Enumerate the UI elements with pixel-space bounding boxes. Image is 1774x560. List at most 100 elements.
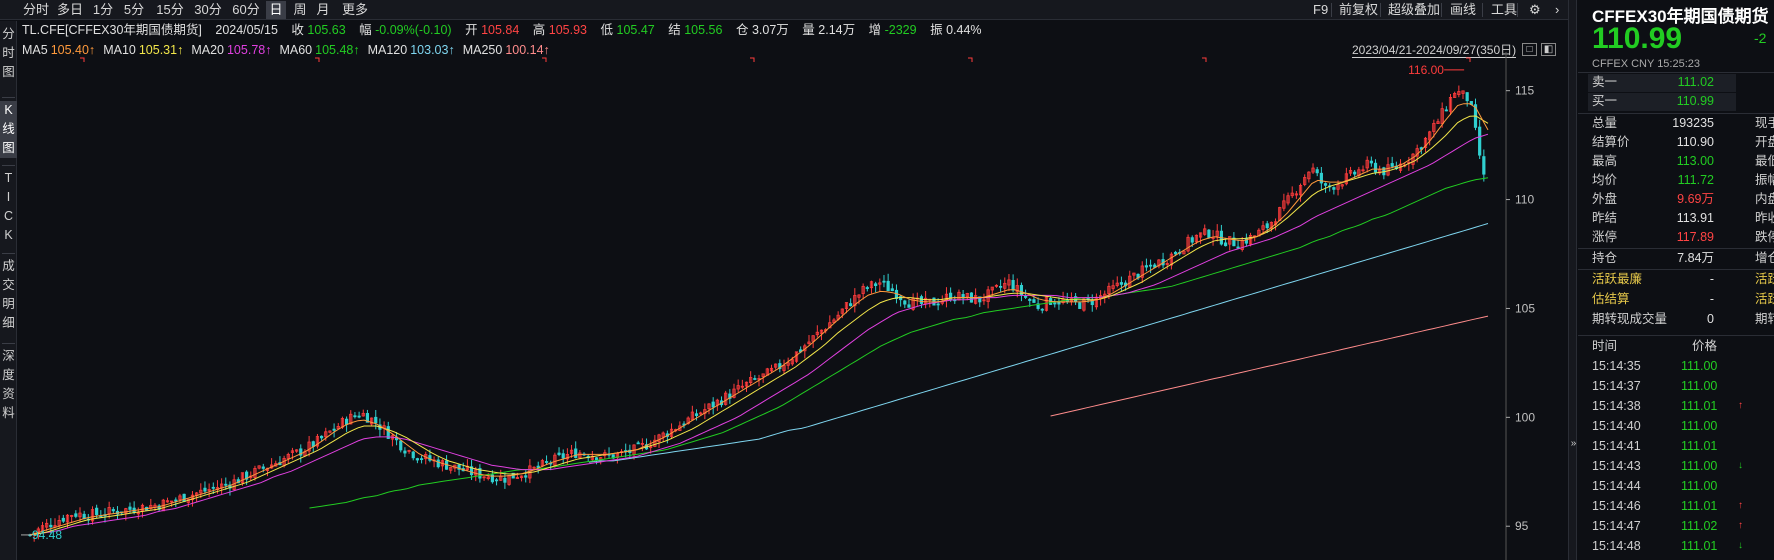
y-tick-label: 100 — [1515, 410, 1535, 424]
contract-title: CFFEX30年期国债期货 — [1592, 7, 1769, 26]
period-tab-6[interactable]: 60分 — [232, 2, 260, 17]
tick-row: 15:14:47 111.02 ↑ — [1578, 516, 1774, 536]
extra-label: 活跃最廉 — [1592, 272, 1643, 286]
stat-row: 结算价 110.90 开盘 — [1578, 133, 1774, 152]
candle-body — [178, 495, 182, 500]
candle-body — [907, 304, 911, 308]
kline-chart[interactable]: 115 110 105 100 95 116.00 94.48 — [18, 52, 1568, 560]
candle-body — [199, 489, 203, 494]
ma-value: 105.48↑ — [315, 43, 360, 57]
candle-body — [840, 308, 844, 314]
candle-body — [1194, 234, 1198, 242]
extra-row: 期转现成交量 0 期转 — [1578, 310, 1774, 329]
candle-body — [1390, 163, 1394, 167]
stat-label: 涨停 — [1592, 230, 1618, 244]
toolbar-item-2[interactable]: 超级叠加 — [1388, 2, 1441, 17]
tick-row: 15:14:38 111.01 ↑ — [1578, 396, 1774, 416]
panel-collapse-strip[interactable]: » — [1568, 0, 1577, 560]
ma-name: MA120 — [367, 43, 408, 57]
candle-body — [1053, 302, 1057, 305]
hold-label: 持仓 — [1592, 251, 1618, 265]
candle-body — [107, 507, 111, 515]
candle-body — [849, 303, 853, 307]
period-tab-3[interactable]: 5分 — [123, 2, 145, 17]
candle-body — [786, 362, 790, 366]
period-tab-1[interactable]: 多日 — [56, 2, 83, 17]
candle-body — [1019, 284, 1024, 296]
extra-row: 活跃最廉 - 活跃 — [1578, 270, 1774, 289]
date-range-label[interactable]: 2023/04/21-2024/09/27(350日) — [1352, 43, 1517, 58]
candle-body — [1361, 169, 1365, 172]
toolbar-item-1[interactable]: 前复权 — [1339, 2, 1379, 17]
toolbar-item-3[interactable]: 画线 — [1450, 2, 1477, 17]
settle-label: 结 — [668, 23, 681, 37]
candle-body — [449, 466, 453, 471]
stat-row: 涨停 117.89 跌停 — [1578, 228, 1774, 247]
period-tab-4[interactable]: 15分 — [156, 2, 184, 17]
candle-body — [919, 296, 924, 304]
period-tab-8[interactable]: 周 — [293, 2, 307, 17]
expand-arrow-icon[interactable]: » — [1570, 438, 1577, 449]
candle-body — [1303, 177, 1307, 185]
period-tab-5[interactable]: 30分 — [194, 2, 222, 17]
candle-body — [999, 285, 1003, 288]
vtab-0[interactable]: 分时图 — [0, 25, 17, 82]
candle-body — [1107, 285, 1111, 295]
expand-icon[interactable]: ◧ — [1541, 43, 1556, 56]
candle-body — [757, 377, 761, 380]
candle-body — [657, 434, 661, 443]
exchange-info: CFFEX CNY 15:25:23 — [1592, 58, 1701, 70]
candle-body — [57, 519, 61, 526]
high-value: 105.93 — [548, 23, 588, 37]
candle-body — [211, 486, 215, 489]
chevron-right-icon[interactable]: › — [1555, 2, 1560, 17]
period-tab-10[interactable]: 更多 — [341, 2, 368, 17]
candle-body — [332, 428, 336, 431]
y-tick-label: 110 — [1515, 193, 1534, 207]
stat-label2: 跌停 — [1755, 230, 1774, 244]
tick-price: 111.00 — [1681, 459, 1718, 473]
ma120-line — [588, 223, 1489, 463]
candle-body — [865, 287, 869, 289]
toolbar-item-0[interactable]: F9 — [1313, 2, 1329, 17]
symbol-name: TL.CFE[CFFEX30年期国债期货] — [22, 23, 202, 37]
candle-body — [699, 412, 703, 415]
vtab-4[interactable]: 深度资料 — [0, 347, 17, 423]
period-tab-2[interactable]: 1分 — [92, 2, 114, 17]
vtab-char: 交 — [2, 278, 15, 292]
toolbar-item-4[interactable]: 工具 — [1491, 2, 1518, 17]
ma-name: MA250 — [462, 43, 503, 57]
vtab-3[interactable]: 成交明细 — [0, 257, 17, 333]
stat-value: 117.89 — [1676, 230, 1714, 244]
tick-price: 111.01 — [1681, 399, 1718, 413]
collapse-icon[interactable]: □ — [1522, 43, 1537, 56]
tick-price: 111.01 — [1681, 439, 1718, 453]
stat-label: 最高 — [1592, 154, 1618, 168]
candle-body — [1440, 108, 1444, 125]
candle-body — [1353, 171, 1357, 175]
arrow-up-icon: ↑ — [1738, 520, 1743, 531]
gear-icon[interactable]: ⚙ — [1529, 2, 1541, 17]
amp-label: 振 — [930, 23, 943, 37]
candle-body — [436, 459, 440, 468]
candle-body — [540, 460, 544, 467]
candle-body — [1203, 228, 1207, 235]
candle-body — [286, 453, 290, 459]
stat-row: 外盘 9.69万 内盘 — [1578, 190, 1774, 209]
candle-body — [349, 413, 353, 425]
candle-body — [1482, 156, 1486, 175]
candle-body — [490, 474, 494, 483]
vtab-char: I — [6, 190, 11, 204]
candle-body — [224, 483, 228, 486]
candle-body — [1011, 280, 1015, 291]
candle-body — [174, 499, 178, 502]
candle-body — [869, 281, 874, 289]
range-value: -0.09%(-0.10) — [375, 23, 452, 37]
period-tab-9[interactable]: 月 — [316, 2, 330, 17]
tick-time: 15:14:48 — [1592, 539, 1641, 553]
period-tab-0[interactable]: 分时 — [22, 2, 49, 17]
period-tab-7[interactable]: 日 — [266, 1, 286, 19]
tick-price: 111.00 — [1681, 359, 1718, 373]
